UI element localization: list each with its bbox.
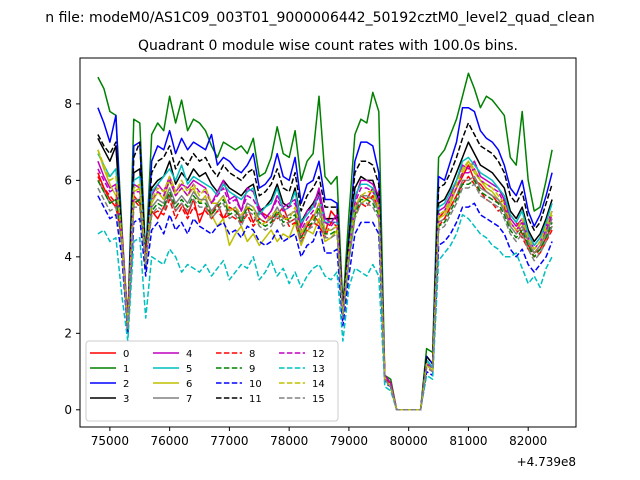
x-tick-label: 77000 [210, 434, 248, 448]
x-tick-label: 80000 [390, 434, 428, 448]
y-tick-label: 0 [64, 403, 72, 417]
plot-frame [79, 57, 577, 428]
series-line-module-15 [97, 183, 553, 411]
legend-label-11: 11 [249, 394, 262, 405]
legend-label-4: 4 [186, 349, 192, 360]
x-axis-offset-label: +4.739e8 [517, 455, 576, 469]
x-axis: 75000 76000 77000 78000 79000 80000 81000 82000 [91, 427, 547, 448]
y-tick-label: 8 [64, 97, 72, 111]
legend-label-8: 8 [249, 349, 255, 360]
x-tick-label: 82000 [509, 434, 547, 448]
legend-label-0: 0 [123, 349, 129, 360]
series-line-module-1 [97, 72, 553, 411]
legend-label-1: 1 [123, 364, 129, 375]
legend-label-12: 12 [312, 349, 325, 360]
x-tick-label: 76000 [151, 434, 189, 448]
legend-label-10: 10 [249, 379, 262, 390]
legend-label-15: 15 [312, 394, 325, 405]
series-line-module-14 [97, 149, 553, 411]
series-line-module-2 [97, 106, 553, 411]
legend-label-7: 7 [186, 394, 192, 405]
chart-title: Quadrant 0 module wise count rates with … [138, 38, 518, 54]
figure-suptitle: n file: modeM0/AS1C09_003T01_9000006442_… [45, 10, 594, 26]
legend-label-2: 2 [123, 379, 129, 390]
legend-label-13: 13 [312, 364, 325, 375]
y-tick-label: 2 [64, 326, 72, 340]
series-line-module-9 [97, 179, 553, 411]
series-line-module-12 [97, 168, 553, 411]
series-layer [97, 72, 553, 411]
series-line-module-13 [97, 214, 553, 411]
legend-label-9: 9 [249, 364, 255, 375]
legend-label-14: 14 [312, 379, 325, 390]
series-line-module-10 [97, 195, 553, 411]
series-line-module-7 [97, 175, 553, 411]
y-tick-label: 4 [64, 250, 72, 264]
y-tick-label: 6 [64, 173, 72, 187]
series-line-module-4 [97, 160, 553, 411]
legend-frame [85, 340, 339, 422]
x-tick-label: 81000 [449, 434, 487, 448]
y-axis: 0 2 4 6 8 [64, 97, 80, 417]
legend-label-3: 3 [123, 394, 129, 405]
x-tick-label: 75000 [91, 434, 129, 448]
series-line-module-11 [97, 122, 553, 411]
legend-label-5: 5 [186, 364, 192, 375]
x-tick-label: 78000 [270, 434, 308, 448]
x-tick-label: 79000 [330, 434, 368, 448]
legend-label-6: 6 [186, 379, 192, 390]
